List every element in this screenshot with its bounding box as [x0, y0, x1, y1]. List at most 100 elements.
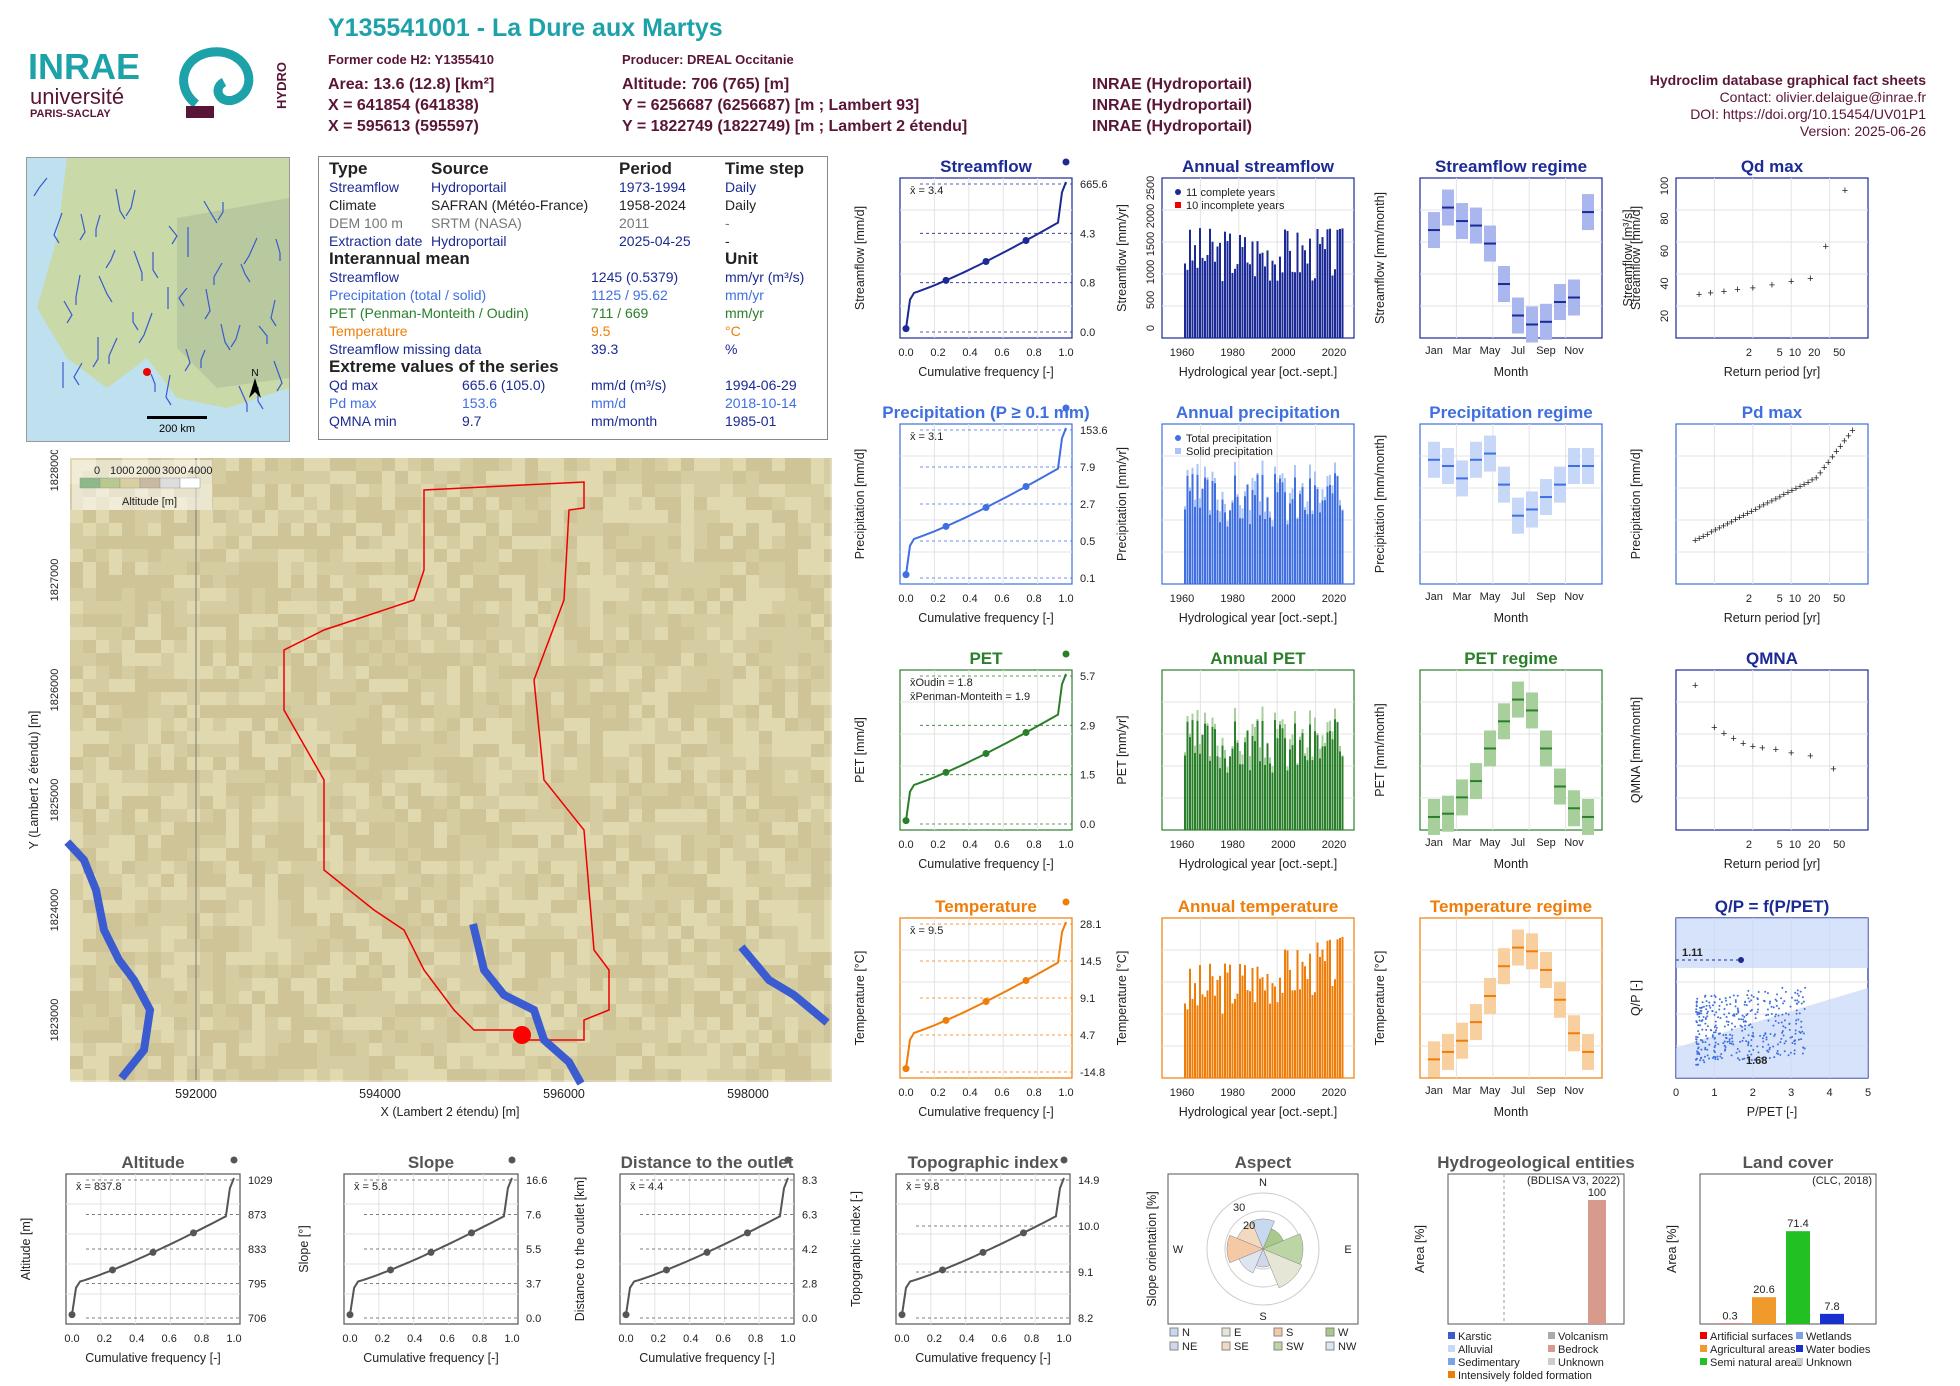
- year-bar: [1341, 936, 1344, 1078]
- data-point: [1711, 1009, 1714, 1012]
- terrain-cell: [304, 562, 317, 575]
- terrain-cell: [551, 536, 564, 549]
- terrain-cell: [70, 510, 83, 523]
- data-point: [1740, 1018, 1743, 1021]
- terrain-cell: [343, 497, 356, 510]
- chart-title: Annual temperature: [1178, 897, 1339, 916]
- data-point: [1802, 1046, 1805, 1049]
- data-point: [1704, 1041, 1707, 1044]
- data-point: [1737, 1018, 1740, 1021]
- data-point: [1769, 1000, 1772, 1003]
- terrain-cell: [707, 575, 720, 588]
- data-point: [1757, 990, 1760, 993]
- year-bar: [1244, 742, 1246, 830]
- terrain-cell: [200, 523, 213, 536]
- terrain-cell: [278, 497, 291, 510]
- x-tick: 2020: [1322, 347, 1346, 359]
- year-bar: [1301, 245, 1304, 338]
- coord-x2: X = 595613 (595597): [328, 118, 479, 135]
- terrain-cell: [486, 471, 499, 484]
- terrain-cell: [577, 562, 590, 575]
- station-marker: [143, 368, 151, 376]
- terrain-cell: [681, 549, 694, 562]
- year-bar: [1316, 489, 1319, 584]
- terrain-cell: [759, 523, 772, 536]
- data-point: [1743, 1003, 1746, 1006]
- data-point: [1716, 1055, 1719, 1058]
- x-tick: 0.8: [472, 1333, 487, 1345]
- terrain-cell: [83, 549, 96, 562]
- y-label: Area [%]: [1413, 1225, 1427, 1273]
- terrain-cell: [577, 549, 590, 562]
- terrain-cell: [382, 523, 395, 536]
- data-point: +: [1721, 286, 1727, 298]
- month-tick: Mar: [1453, 837, 1472, 849]
- year-bar: [1296, 764, 1299, 830]
- data-point: [1747, 1034, 1750, 1037]
- year-bar: [1341, 510, 1344, 584]
- legend-swatch: [1796, 1345, 1803, 1352]
- data-point: [1728, 1040, 1731, 1043]
- terrain-cell: [551, 549, 564, 562]
- terrain-cell: [174, 523, 187, 536]
- x-tick: 20: [1808, 347, 1820, 359]
- legend-swatch: [1548, 1332, 1555, 1339]
- data-point: [1723, 1013, 1726, 1016]
- data-point: [1783, 1042, 1786, 1045]
- data-point: [1730, 1054, 1733, 1057]
- quantile-label: 2.8: [802, 1279, 817, 1291]
- year-bar: [1311, 514, 1314, 584]
- quantile-label: 0.0: [526, 1313, 541, 1325]
- terrain-cell: [720, 549, 733, 562]
- data-point: +: [1707, 287, 1713, 299]
- terrain-cell: [239, 497, 252, 510]
- data-point: [1769, 1032, 1772, 1035]
- data-point: [1714, 1058, 1717, 1061]
- legend-marker-2: [1175, 202, 1181, 208]
- year-bar: [1259, 978, 1261, 1078]
- x-tick: 0.4: [962, 839, 977, 851]
- terrain-cell: [538, 458, 551, 471]
- chart-15: Q/P = f(P/PET)P/PET [-]Q/P [-]1.111.680 1…: [1629, 897, 1871, 1119]
- data-point: [1782, 1034, 1785, 1037]
- e2-b: 153.6: [462, 395, 498, 411]
- year-bar: [1259, 253, 1261, 338]
- data-point: [1706, 1012, 1709, 1015]
- r2-a: Climate: [329, 197, 377, 213]
- mean-label: x̄ = 3.4: [910, 185, 943, 197]
- terrain-cell: [96, 523, 109, 536]
- data-point: [1698, 1033, 1701, 1036]
- year-bar: [1306, 760, 1309, 830]
- year-bar: [1234, 475, 1236, 584]
- terrain-cell: [681, 471, 694, 484]
- terrain-cell: [538, 471, 551, 484]
- data-point: [1754, 1017, 1757, 1020]
- terrain-cell: [343, 575, 356, 588]
- year-bar: [1301, 733, 1304, 830]
- mean-label: x̄ = 9.5: [910, 925, 943, 937]
- x-label: Cumulative frequency [-]: [918, 611, 1053, 625]
- year-bar: [1239, 234, 1241, 338]
- year-bar: [1231, 272, 1234, 338]
- h-type: Type: [329, 159, 368, 178]
- r1-a: Streamflow: [329, 179, 400, 195]
- data-point: [1720, 1057, 1723, 1060]
- year-bar: [1334, 269, 1336, 338]
- year-bar: [1226, 526, 1229, 584]
- year-bar: [1229, 964, 1231, 1078]
- terrain-cell: [681, 562, 694, 575]
- terrain-cell: [96, 562, 109, 575]
- terrain-cell: [109, 523, 122, 536]
- data-point: [1799, 1031, 1802, 1034]
- data-point: [1799, 990, 1802, 993]
- year-bar: [1329, 730, 1331, 830]
- terrain-cell: [148, 536, 161, 549]
- year-bar: [1296, 518, 1299, 584]
- minimap-river: [273, 360, 283, 392]
- year-bar: [1279, 256, 1281, 338]
- data-point: [1731, 1037, 1734, 1040]
- chart-title: Land cover: [1743, 1153, 1834, 1172]
- year-bar: [1261, 977, 1264, 1078]
- year-bar: [1219, 522, 1221, 584]
